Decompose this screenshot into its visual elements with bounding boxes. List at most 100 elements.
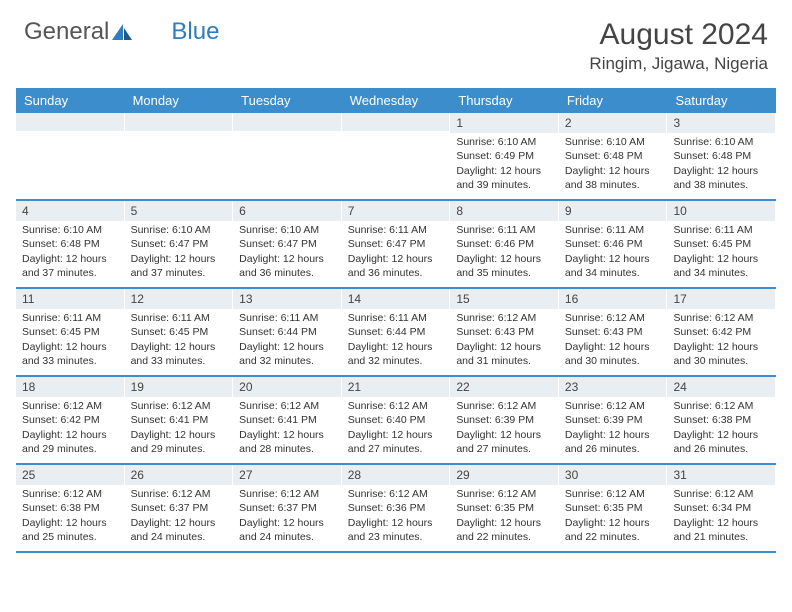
sunrise-line: Sunrise: 6:12 AM xyxy=(565,399,661,413)
daylight-line-2: and 38 minutes. xyxy=(673,178,769,192)
daylight-line-2: and 26 minutes. xyxy=(565,442,661,456)
daylight-line-1: Daylight: 12 hours xyxy=(348,340,444,354)
days-of-week-row: SundayMondayTuesdayWednesdayThursdayFrid… xyxy=(16,88,776,113)
day-cell: 21Sunrise: 6:12 AMSunset: 6:40 PMDayligh… xyxy=(342,377,451,463)
sunset-line: Sunset: 6:46 PM xyxy=(565,237,661,251)
dow-cell: Wednesday xyxy=(342,88,451,113)
day-number: 5 xyxy=(125,201,233,221)
day-number: 4 xyxy=(16,201,124,221)
day-number: 25 xyxy=(16,465,124,485)
sunset-line: Sunset: 6:38 PM xyxy=(22,501,118,515)
sunrise-line: Sunrise: 6:10 AM xyxy=(456,135,552,149)
day-cell xyxy=(16,113,125,199)
sunset-line: Sunset: 6:47 PM xyxy=(239,237,335,251)
daylight-line-2: and 32 minutes. xyxy=(239,354,335,368)
day-number: 20 xyxy=(233,377,341,397)
sunset-line: Sunset: 6:48 PM xyxy=(565,149,661,163)
dow-cell: Monday xyxy=(125,88,234,113)
day-cell: 26Sunrise: 6:12 AMSunset: 6:37 PMDayligh… xyxy=(125,465,234,551)
day-cell: 15Sunrise: 6:12 AMSunset: 6:43 PMDayligh… xyxy=(450,289,559,375)
day-cell: 18Sunrise: 6:12 AMSunset: 6:42 PMDayligh… xyxy=(16,377,125,463)
daylight-line-1: Daylight: 12 hours xyxy=(456,252,552,266)
day-number: 22 xyxy=(450,377,558,397)
sunrise-line: Sunrise: 6:12 AM xyxy=(131,487,227,501)
day-number: 16 xyxy=(559,289,667,309)
daylight-line-1: Daylight: 12 hours xyxy=(456,340,552,354)
daylight-line-2: and 29 minutes. xyxy=(22,442,118,456)
daylight-line-1: Daylight: 12 hours xyxy=(565,252,661,266)
sail-icon xyxy=(111,22,133,42)
daylight-line-2: and 39 minutes. xyxy=(456,178,552,192)
sunrise-line: Sunrise: 6:12 AM xyxy=(22,399,118,413)
day-cell xyxy=(233,113,342,199)
sunrise-line: Sunrise: 6:11 AM xyxy=(456,223,552,237)
daylight-line-2: and 34 minutes. xyxy=(673,266,769,280)
sunset-line: Sunset: 6:39 PM xyxy=(456,413,552,427)
sunset-line: Sunset: 6:37 PM xyxy=(131,501,227,515)
daylight-line-1: Daylight: 12 hours xyxy=(22,516,118,530)
week-row: 1Sunrise: 6:10 AMSunset: 6:49 PMDaylight… xyxy=(16,113,776,201)
day-number: 26 xyxy=(125,465,233,485)
day-cell: 7Sunrise: 6:11 AMSunset: 6:47 PMDaylight… xyxy=(342,201,451,287)
week-row: 18Sunrise: 6:12 AMSunset: 6:42 PMDayligh… xyxy=(16,377,776,465)
day-cell: 29Sunrise: 6:12 AMSunset: 6:35 PMDayligh… xyxy=(450,465,559,551)
day-number: 11 xyxy=(16,289,124,309)
day-cell: 12Sunrise: 6:11 AMSunset: 6:45 PMDayligh… xyxy=(125,289,234,375)
daylight-line-1: Daylight: 12 hours xyxy=(131,340,227,354)
daylight-line-1: Daylight: 12 hours xyxy=(565,428,661,442)
day-cell: 19Sunrise: 6:12 AMSunset: 6:41 PMDayligh… xyxy=(125,377,234,463)
sunrise-line: Sunrise: 6:10 AM xyxy=(673,135,769,149)
daylight-line-1: Daylight: 12 hours xyxy=(456,516,552,530)
daylight-line-1: Daylight: 12 hours xyxy=(673,164,769,178)
sunset-line: Sunset: 6:41 PM xyxy=(239,413,335,427)
sunset-line: Sunset: 6:44 PM xyxy=(348,325,444,339)
day-cell: 16Sunrise: 6:12 AMSunset: 6:43 PMDayligh… xyxy=(559,289,668,375)
sunset-line: Sunset: 6:47 PM xyxy=(348,237,444,251)
day-cell: 17Sunrise: 6:12 AMSunset: 6:42 PMDayligh… xyxy=(667,289,776,375)
sunrise-line: Sunrise: 6:11 AM xyxy=(673,223,769,237)
daylight-line-2: and 22 minutes. xyxy=(565,530,661,544)
sunset-line: Sunset: 6:46 PM xyxy=(456,237,552,251)
sunrise-line: Sunrise: 6:12 AM xyxy=(673,399,769,413)
daylight-line-2: and 27 minutes. xyxy=(348,442,444,456)
daylight-line-1: Daylight: 12 hours xyxy=(22,428,118,442)
sunrise-line: Sunrise: 6:12 AM xyxy=(22,487,118,501)
daylight-line-2: and 23 minutes. xyxy=(348,530,444,544)
day-cell: 13Sunrise: 6:11 AMSunset: 6:44 PMDayligh… xyxy=(233,289,342,375)
day-cell: 28Sunrise: 6:12 AMSunset: 6:36 PMDayligh… xyxy=(342,465,451,551)
daylight-line-1: Daylight: 12 hours xyxy=(673,516,769,530)
logo-word2: Blue xyxy=(171,18,219,46)
day-cell: 6Sunrise: 6:10 AMSunset: 6:47 PMDaylight… xyxy=(233,201,342,287)
day-number: 17 xyxy=(667,289,775,309)
daylight-line-1: Daylight: 12 hours xyxy=(565,164,661,178)
day-number: 10 xyxy=(667,201,775,221)
sunset-line: Sunset: 6:49 PM xyxy=(456,149,552,163)
sunrise-line: Sunrise: 6:12 AM xyxy=(673,311,769,325)
daylight-line-2: and 27 minutes. xyxy=(456,442,552,456)
daylight-line-2: and 24 minutes. xyxy=(131,530,227,544)
sunrise-line: Sunrise: 6:12 AM xyxy=(456,487,552,501)
sunset-line: Sunset: 6:45 PM xyxy=(131,325,227,339)
sunset-line: Sunset: 6:45 PM xyxy=(22,325,118,339)
day-cell: 22Sunrise: 6:12 AMSunset: 6:39 PMDayligh… xyxy=(450,377,559,463)
day-number: 8 xyxy=(450,201,558,221)
week-row: 25Sunrise: 6:12 AMSunset: 6:38 PMDayligh… xyxy=(16,465,776,553)
daylight-line-1: Daylight: 12 hours xyxy=(673,252,769,266)
dow-cell: Tuesday xyxy=(233,88,342,113)
sunrise-line: Sunrise: 6:10 AM xyxy=(22,223,118,237)
day-cell: 4Sunrise: 6:10 AMSunset: 6:48 PMDaylight… xyxy=(16,201,125,287)
sunset-line: Sunset: 6:40 PM xyxy=(348,413,444,427)
daylight-line-2: and 33 minutes. xyxy=(131,354,227,368)
sunrise-line: Sunrise: 6:12 AM xyxy=(131,399,227,413)
daylight-line-1: Daylight: 12 hours xyxy=(565,516,661,530)
daylight-line-2: and 34 minutes. xyxy=(565,266,661,280)
sunset-line: Sunset: 6:35 PM xyxy=(565,501,661,515)
logo-word1: General xyxy=(24,18,109,46)
day-cell: 10 Sunrise: 6:11 AMSunset: 6:45 PMDayligh… xyxy=(667,201,776,287)
sunset-line: Sunset: 6:45 PM xyxy=(673,237,769,251)
day-cell xyxy=(342,113,451,199)
daylight-line-2: and 25 minutes. xyxy=(22,530,118,544)
sunrise-line: Sunrise: 6:10 AM xyxy=(565,135,661,149)
daylight-line-1: Daylight: 12 hours xyxy=(22,340,118,354)
dow-cell: Thursday xyxy=(450,88,559,113)
